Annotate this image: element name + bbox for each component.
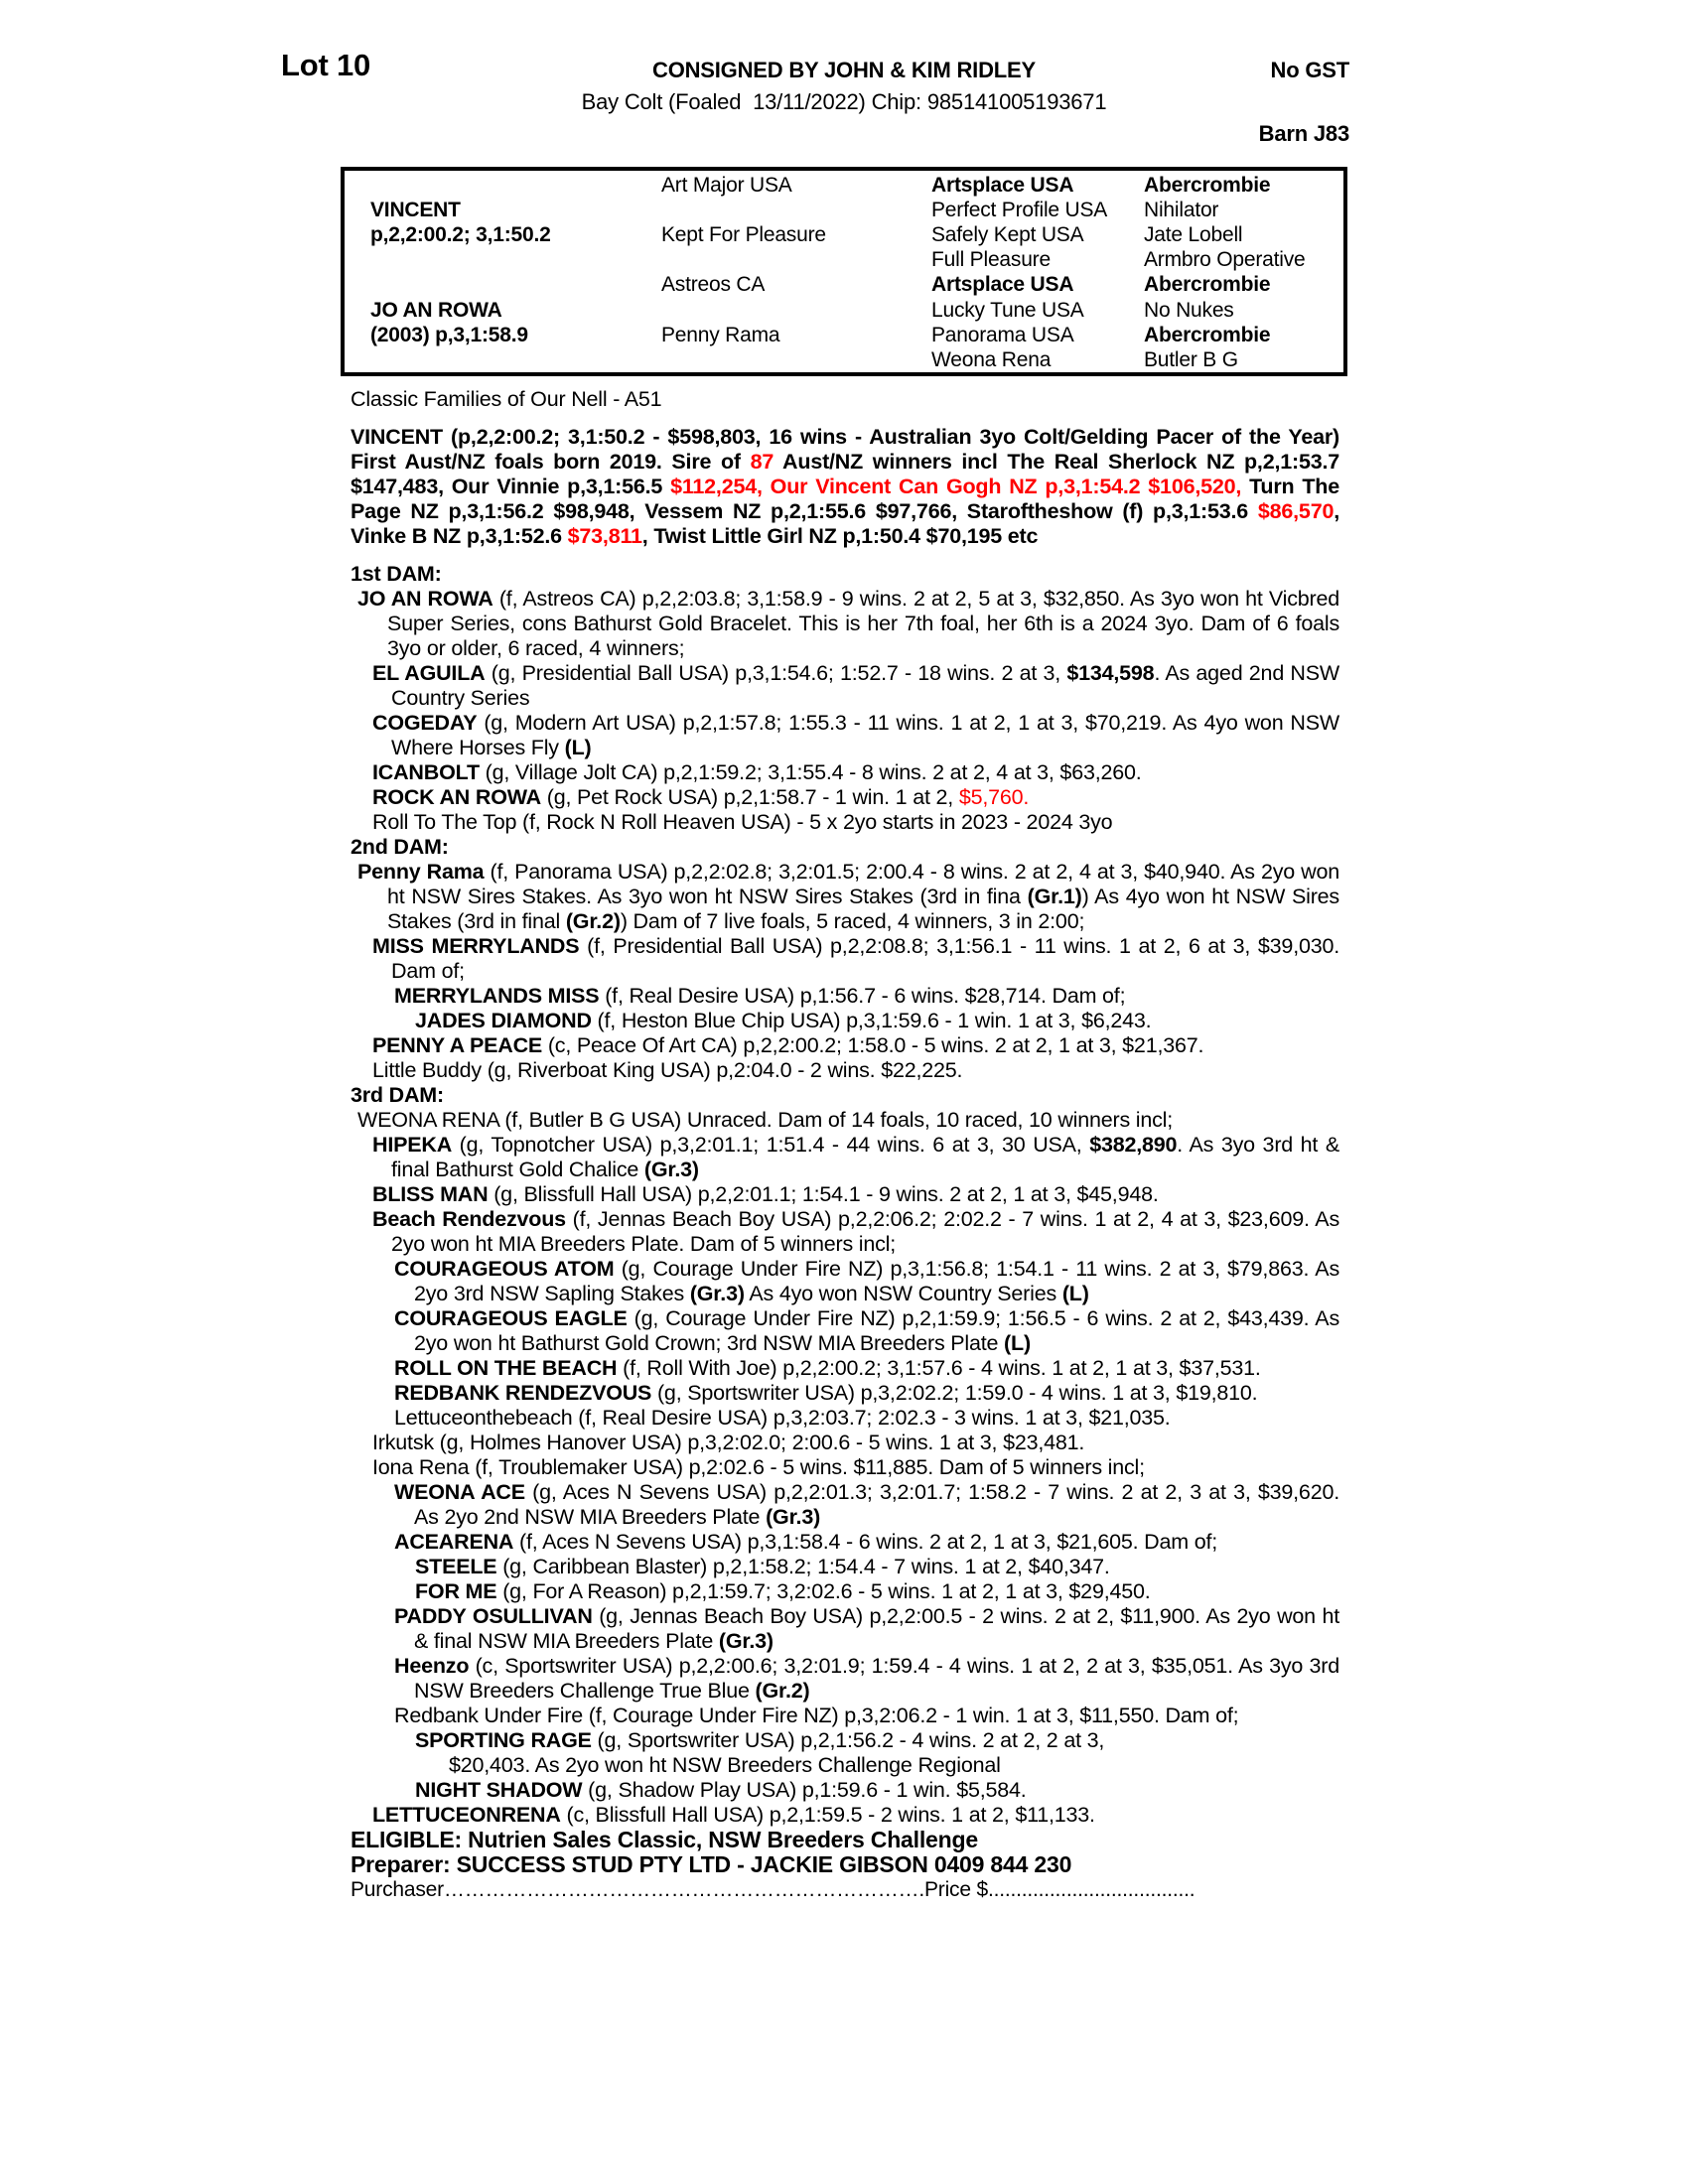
horse-entry: WEONA ACE (g, Aces N Sevens USA) p,2,2:0… <box>394 1480 1339 1529</box>
pedigree-cell: Lucky Tune USA <box>931 298 1084 322</box>
pedigree-cell: Safely Kept USA <box>931 223 1084 247</box>
purchaser-blank-line: ……………………………………………………………. <box>443 1878 924 1901</box>
dam-heading-3rd: 3rd DAM: <box>351 1083 444 1107</box>
horse-entry: SPORTING RAGE (g, Sportswriter USA) p,2,… <box>415 1728 1105 1752</box>
preparer-line: Preparer: SUCCESS STUD PTY LTD - JACKIE … <box>351 1851 1072 1877</box>
horse-entry: STEELE (g, Caribbean Blaster) p,2,1:58.2… <box>415 1555 1110 1578</box>
page-header: Lot 10 CONSIGNED BY JOHN & KIM RIDLEY No… <box>0 0 1688 167</box>
page-content: Classic Families of Our Nell - A51 VINCEN… <box>351 387 1339 1902</box>
pedigree-cell: Abercrombie <box>1144 323 1271 346</box>
horse-entry: LETTUCEONRENA (c, Blissfull Hall USA) p,… <box>372 1803 1095 1827</box>
horse-entry: COURAGEOUS EAGLE (g, Courage Under Fire … <box>394 1306 1339 1355</box>
horse-entry: JO AN ROWA (f, Astreos CA) p,2,2:03.8; 3… <box>357 587 1339 660</box>
horse-entry: Iona Rena (f, Troublemaker USA) p,2:02.6… <box>372 1455 1145 1479</box>
pedigree-cell: Jate Lobell <box>1144 223 1243 247</box>
horse-entry: COGEDAY (g, Modern Art USA) p,2,1:57.8; … <box>372 711 1339 759</box>
pedigree-cell: Artsplace USA <box>931 273 1074 297</box>
horse-entry: BLISS MAN (g, Blissfull Hall USA) p,2,2:… <box>372 1182 1159 1206</box>
sire-summary: VINCENT (p,2,2:00.2; 3,1:50.2 - $598,803… <box>351 425 1339 548</box>
horse-entry: Lettuceonthebeach (f, Real Desire USA) p… <box>394 1406 1171 1430</box>
pedigree-cell: Artsplace USA <box>931 174 1074 198</box>
pedigree-cell: VINCENT <box>370 199 461 222</box>
horse-entry: NIGHT SHADOW (g, Shadow Play USA) p,1:59… <box>415 1778 1027 1802</box>
consignor-line: CONSIGNED BY JOHN & KIM RIDLEY <box>652 58 1036 82</box>
family-line: Classic Families of Our Nell - A51 <box>351 387 662 411</box>
horse-entry: PADDY OSULLIVAN (g, Jennas Beach Boy USA… <box>394 1604 1339 1653</box>
pedigree-cell: Abercrombie <box>1144 174 1271 198</box>
horse-entry: MERRYLANDS MISS (f, Real Desire USA) p,1… <box>394 984 1126 1008</box>
horse-entry: ROCK AN ROWA (g, Pet Rock USA) p,2,1:58.… <box>372 785 1030 809</box>
dam-heading-2nd: 2nd DAM: <box>351 835 449 859</box>
pedigree-cell: Art Major USA <box>661 174 792 198</box>
pedigree-cell: Weona Rena <box>931 347 1052 371</box>
lot-number: Lot 10 <box>281 48 371 82</box>
pedigree-cell: Panorama USA <box>931 323 1074 346</box>
horse-entry: PENNY A PEACE (c, Peace Of Art CA) p,2,2… <box>372 1033 1204 1057</box>
pedigree-cell: Kept For Pleasure <box>661 223 826 247</box>
horse-entry: Heenzo (c, Sportswriter USA) p,2,2:00.6;… <box>394 1654 1339 1703</box>
pedigree-cell: (2003) p,3,1:58.9 <box>370 323 528 346</box>
pedigree-cell: JO AN ROWA <box>370 298 502 322</box>
horse-entry: JADES DIAMOND (f, Heston Blue Chip USA) … <box>415 1009 1152 1032</box>
gst-status: No GST <box>1270 58 1350 82</box>
pedigree-cell: Penny Rama <box>661 323 780 346</box>
horse-entry: MISS MERRYLANDS (f, Presidential Ball US… <box>372 934 1340 983</box>
horse-entry: WEONA RENA (f, Butler B G USA) Unraced. … <box>357 1108 1174 1132</box>
pedigree-cell: Nihilator <box>1144 199 1219 222</box>
horse-entry: Little Buddy (g, Riverboat King USA) p,2… <box>372 1058 963 1082</box>
horse-entry: REDBANK RENDEZVOUS (g, Sportswriter USA)… <box>394 1381 1258 1405</box>
horse-entry: FOR ME (g, For A Reason) p,2,1:59.7; 3,2… <box>415 1579 1151 1603</box>
price-blank-line: ..................................... <box>987 1878 1196 1901</box>
horse-entry: ICANBOLT (g, Village Jolt CA) p,2,1:59.2… <box>372 760 1142 784</box>
pedigree-cell: Armbro Operative <box>1144 248 1306 272</box>
price-label: Price $ <box>923 1878 988 1901</box>
pedigree-table: Art Major USA Artsplace USA Abercrombie VIN… <box>341 167 1347 376</box>
pedigree-cell: No Nukes <box>1144 298 1234 322</box>
eligible-line: ELIGIBLE: Nutrien Sales Classic, NSW Bre… <box>351 1827 978 1852</box>
pedigree-cell: Perfect Profile USA <box>931 199 1108 222</box>
horse-entry: Irkutsk (g, Holmes Hanover USA) p,3,2:02… <box>372 1431 1085 1454</box>
pedigree-cell: Butler B G <box>1144 347 1238 371</box>
horse-entry: EL AGUILA (g, Presidential Ball USA) p,3… <box>372 661 1339 710</box>
horse-entry: COURAGEOUS ATOM (g, Courage Under Fire N… <box>394 1257 1340 1305</box>
foaling-line: Bay Colt (Foaled 13/11/2022) Chip: 98514… <box>581 89 1107 114</box>
pedigree-cell: p,2,2:00.2; 3,1:50.2 <box>370 223 551 247</box>
horse-entry: ACEARENA (f, Aces N Sevens USA) p,3,1:58… <box>394 1530 1218 1554</box>
barn-number: Barn J83 <box>1258 121 1350 146</box>
pedigree-cell: Astreos CA <box>661 273 766 297</box>
dam-heading-1st: 1st DAM: <box>351 562 442 586</box>
horse-entry: Penny Rama (f, Panorama USA) p,2,2:02.8;… <box>357 860 1339 933</box>
horse-entry-continuation: $20,403. As 2yo won ht NSW Breeders Chal… <box>449 1753 1001 1777</box>
pedigree-text: Classic Families of Our Nell - A51 VINCEN… <box>351 387 1339 1828</box>
horse-entry: HIPEKA (g, Topnotcher USA) p,3,2:01.1; 1… <box>372 1133 1339 1181</box>
pedigree-cell: Abercrombie <box>1144 273 1271 297</box>
pedigree-cell: Full Pleasure <box>931 248 1051 272</box>
horse-entry: Beach Rendezvous (f, Jennas Beach Boy US… <box>372 1207 1339 1256</box>
horse-entry: ROLL ON THE BEACH (f, Roll With Joe) p,2… <box>394 1356 1261 1380</box>
horse-entry: Redbank Under Fire (f, Courage Under Fir… <box>394 1704 1239 1727</box>
horse-entry: Roll To The Top (f, Rock N Roll Heaven U… <box>372 810 1113 834</box>
purchaser-price-line: Purchaser…………………………………………………………….Price $… <box>351 1877 1339 1902</box>
purchaser-label: Purchaser <box>351 1878 444 1901</box>
